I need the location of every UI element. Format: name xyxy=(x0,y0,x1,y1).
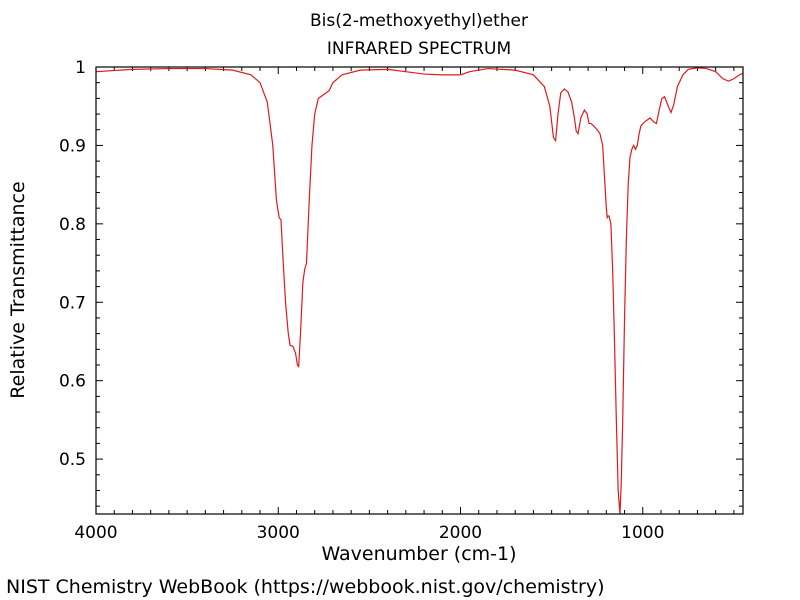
x-axis-label: Wavenumber (cm-1) xyxy=(321,543,517,565)
y-tick-label: 0.8 xyxy=(59,215,86,235)
chart-title: Bis(2-methoxyethyl)ether xyxy=(310,11,528,31)
x-tick-label: 3000 xyxy=(257,523,300,543)
y-axis-label: Relative Transmittance xyxy=(7,181,29,399)
source-footer: NIST Chemistry WebBook (https://webbook.… xyxy=(6,576,605,598)
plot-frame xyxy=(95,66,744,515)
x-tick-label: 4000 xyxy=(74,523,117,543)
y-tick-label: 0.5 xyxy=(59,450,86,470)
x-tick-label: 1000 xyxy=(621,523,664,543)
axis-ticks xyxy=(95,66,743,514)
x-tick-label: 2000 xyxy=(439,523,482,543)
axis-tick-labels: 4000 3000 2000 1000 0.5 0.6 0.7 0.8 0.9 1 xyxy=(59,58,664,543)
y-tick-label: 0.7 xyxy=(59,293,86,313)
chart-subtitle: INFRARED SPECTRUM xyxy=(326,39,512,59)
y-tick-label: 0.9 xyxy=(59,136,86,156)
y-tick-label: 0.6 xyxy=(59,372,86,392)
y-tick-label: 1 xyxy=(75,58,86,78)
transmittance-series-line xyxy=(95,67,744,515)
